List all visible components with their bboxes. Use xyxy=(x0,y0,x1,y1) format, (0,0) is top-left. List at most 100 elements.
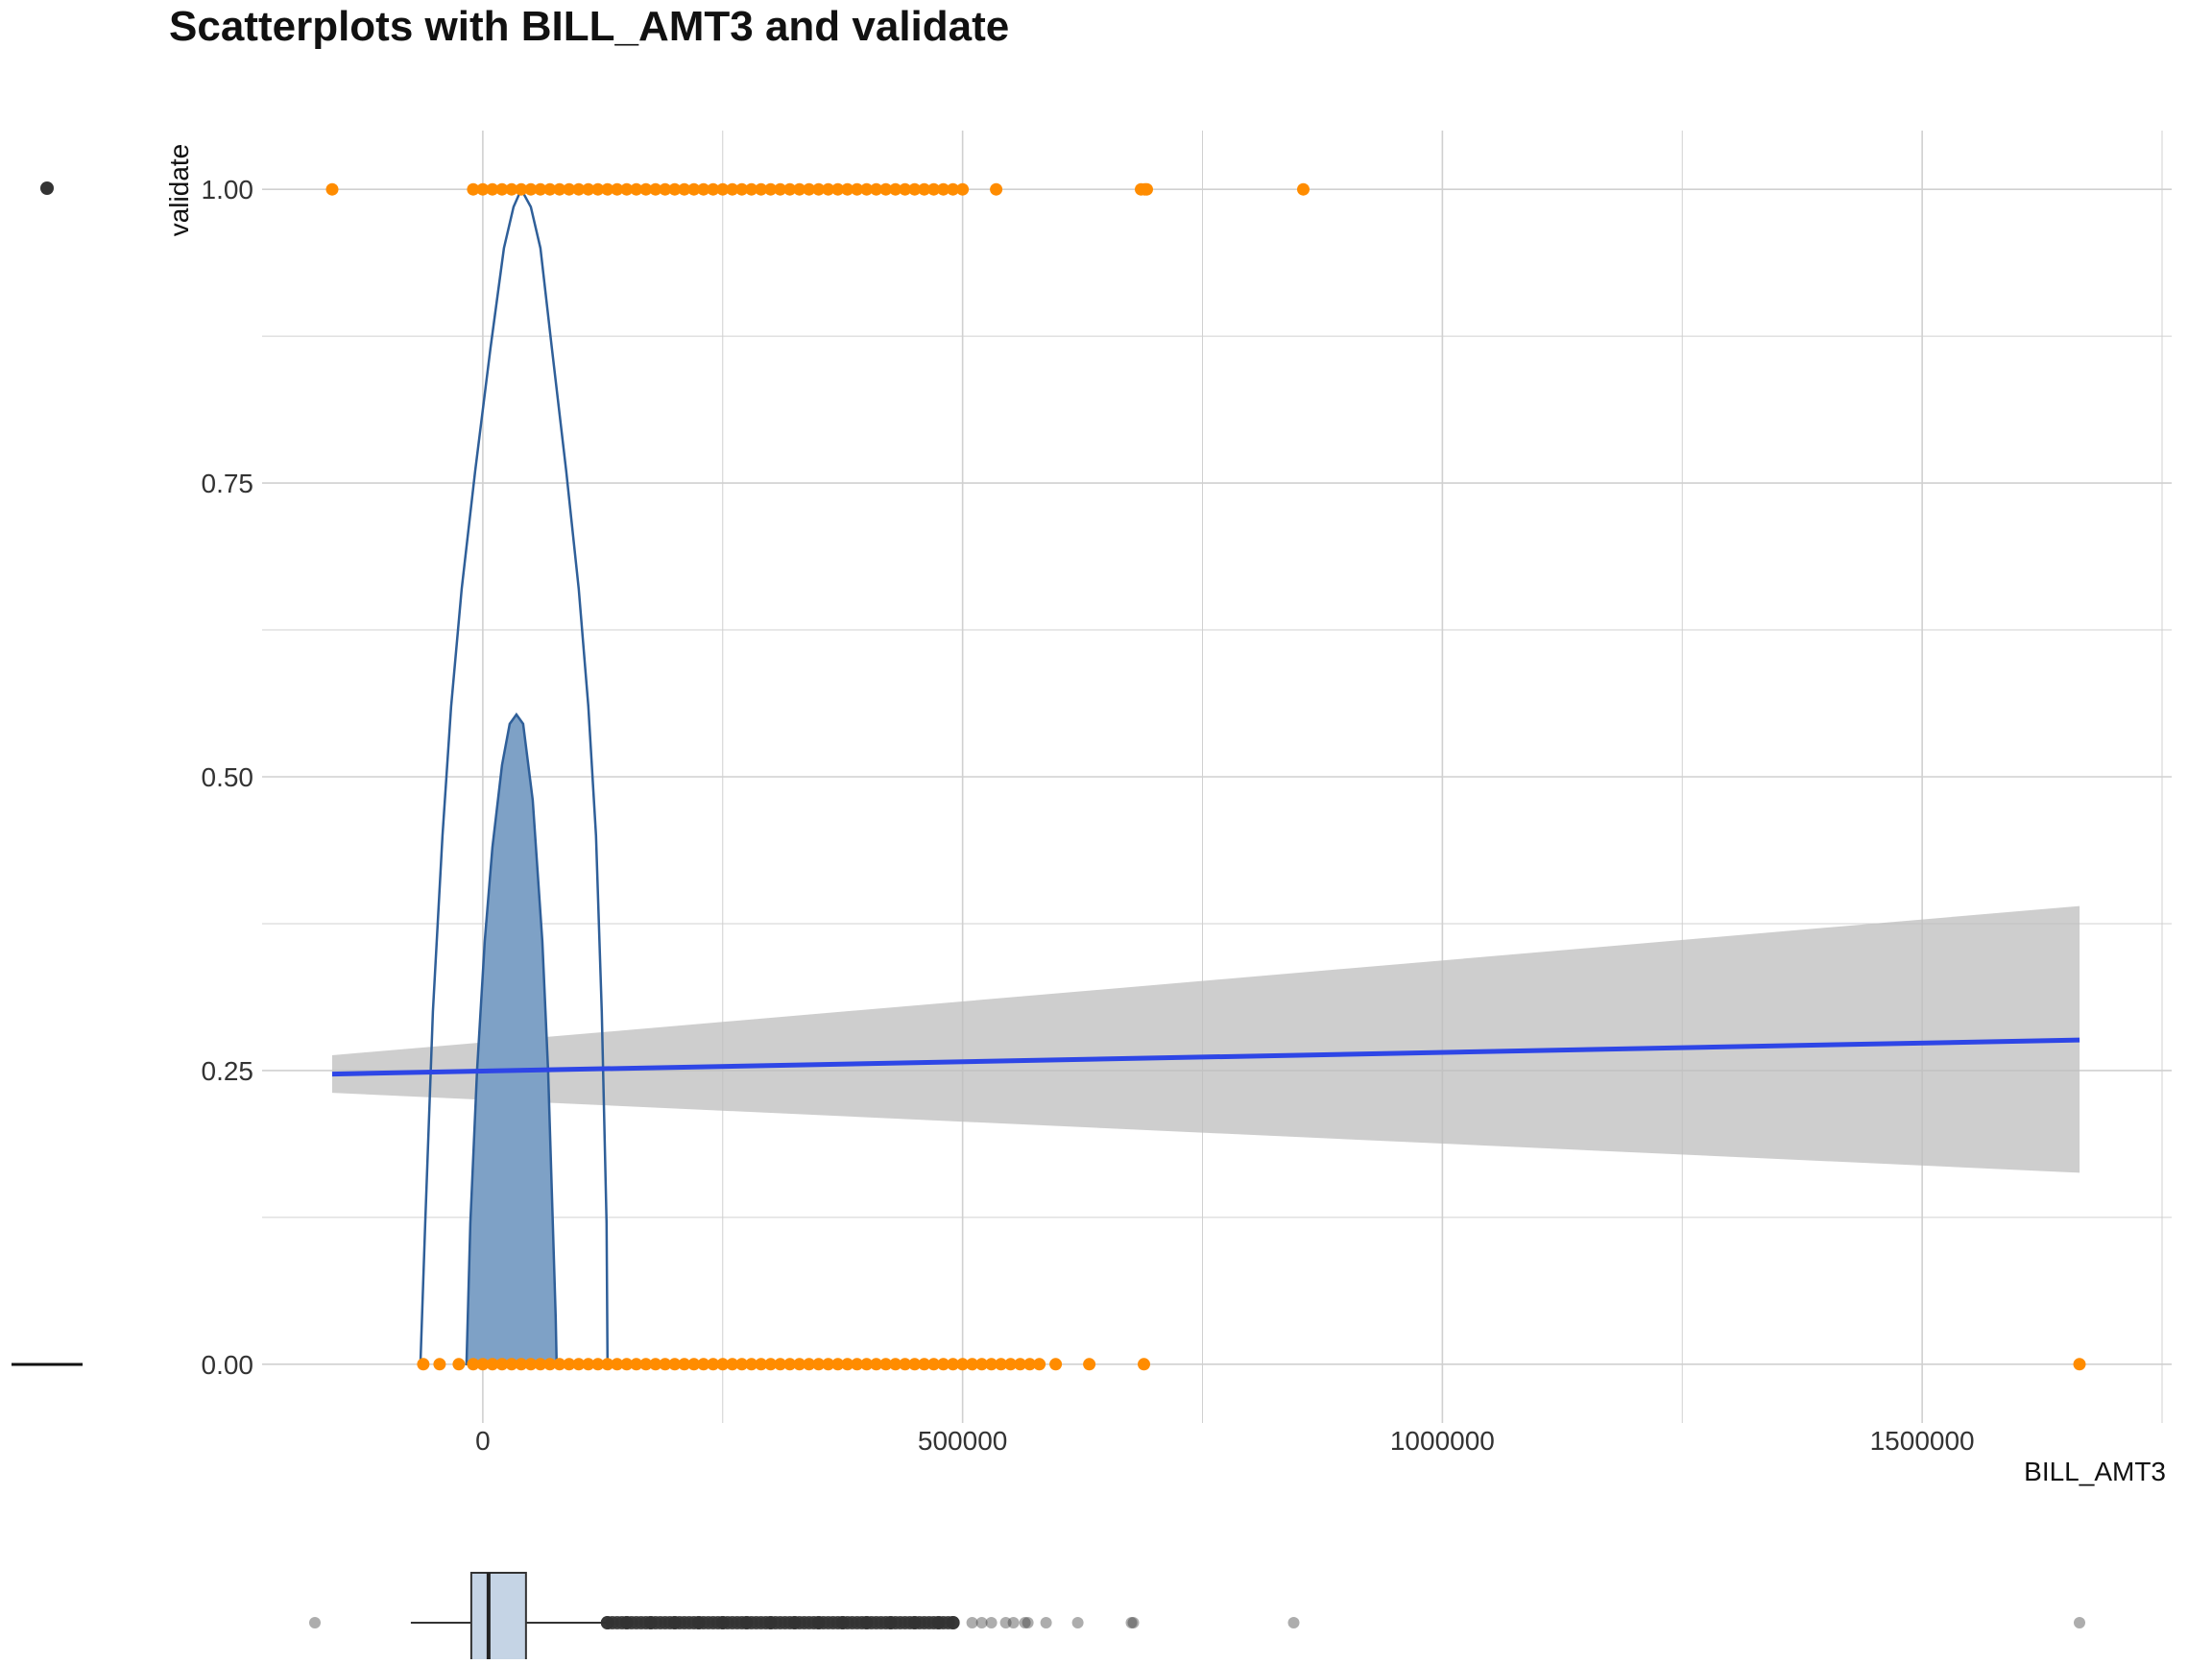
data-point xyxy=(860,1358,874,1371)
data-point xyxy=(639,1358,653,1371)
boxplot-outlier xyxy=(1019,1617,1031,1628)
data-point xyxy=(687,1358,701,1371)
data-point xyxy=(678,182,691,196)
data-point xyxy=(908,1358,922,1371)
x-axis-label: BILL_AMT3 xyxy=(2024,1457,2166,1486)
data-point xyxy=(783,1358,797,1371)
data-point xyxy=(726,182,739,196)
data-point xyxy=(860,182,874,196)
data-point xyxy=(889,1358,902,1371)
data-point xyxy=(707,182,720,196)
data-point xyxy=(803,182,816,196)
data-point xyxy=(659,182,672,196)
data-point xyxy=(947,1358,960,1371)
data-point xyxy=(793,182,806,196)
data-point xyxy=(543,182,557,196)
data-point xyxy=(668,182,682,196)
data-point xyxy=(870,182,883,196)
legend-glyphs xyxy=(12,181,83,1366)
y-axis-label: validate xyxy=(164,144,194,237)
y-tick-label: 0.25 xyxy=(202,1056,254,1086)
data-point xyxy=(495,182,509,196)
data-point xyxy=(620,1358,634,1371)
boxplot-outlier xyxy=(1287,1617,1300,1628)
data-point xyxy=(1141,182,1153,196)
data-point xyxy=(966,1358,979,1371)
boxplot-outlier xyxy=(1040,1617,1052,1628)
data-point xyxy=(1014,1358,1027,1371)
data-point xyxy=(975,1358,989,1371)
data-point xyxy=(476,182,490,196)
data-point xyxy=(417,1358,430,1371)
data-point xyxy=(707,1358,720,1371)
data-point xyxy=(630,1358,643,1371)
data-point xyxy=(601,1358,614,1371)
data-point xyxy=(534,182,547,196)
boxplot-outlier xyxy=(1125,1617,1138,1628)
boxplot-outlier xyxy=(1127,1617,1140,1628)
data-point xyxy=(985,1358,998,1371)
contour-inner xyxy=(465,711,559,1366)
data-point xyxy=(793,1358,806,1371)
data-point xyxy=(735,1358,749,1371)
data-point xyxy=(678,1358,691,1371)
data-point xyxy=(918,1358,931,1371)
data-point xyxy=(745,182,758,196)
data-point xyxy=(486,182,499,196)
data-point xyxy=(325,182,339,196)
data-point xyxy=(1004,1358,1018,1371)
data-point xyxy=(467,1358,480,1371)
data-point xyxy=(515,1358,528,1371)
data-point xyxy=(668,1358,682,1371)
boxplot-outlier xyxy=(975,1617,988,1628)
x-tick-label: 500000 xyxy=(918,1426,1007,1456)
regression-line xyxy=(331,1037,2080,1077)
data-point xyxy=(591,1358,605,1371)
data-point xyxy=(851,1358,864,1371)
data-point xyxy=(433,1358,446,1371)
x-tick-label: 0 xyxy=(475,1426,491,1456)
boxplot-outlier xyxy=(1071,1617,1084,1628)
data-point xyxy=(812,182,826,196)
data-point xyxy=(1297,182,1310,196)
data-point xyxy=(572,182,586,196)
data-point xyxy=(505,182,518,196)
data-point xyxy=(601,182,614,196)
x-tick-label: 1500000 xyxy=(1870,1426,1975,1456)
data-point xyxy=(990,182,1003,196)
data-point xyxy=(812,1358,826,1371)
y-tick-label: 0.50 xyxy=(202,762,254,792)
data-point xyxy=(582,182,595,196)
data-point xyxy=(452,1358,466,1371)
data-point xyxy=(841,182,854,196)
data-point xyxy=(611,182,624,196)
x-ticks: 0 500000 1000000 1500000 xyxy=(475,1426,1975,1456)
data-point xyxy=(524,182,538,196)
data-point xyxy=(563,1358,576,1371)
data-point xyxy=(745,1358,758,1371)
data-point xyxy=(803,1358,816,1371)
y-tick-label: 1.00 xyxy=(202,175,254,205)
data-point xyxy=(611,1358,624,1371)
data-point xyxy=(831,182,845,196)
data-point xyxy=(505,1358,518,1371)
regression-line-group xyxy=(331,1037,2080,1077)
data-point xyxy=(697,1358,710,1371)
boxplot-outlier xyxy=(946,1616,960,1629)
data-point xyxy=(553,182,566,196)
data-point xyxy=(1049,1358,1063,1371)
data-point xyxy=(937,1358,950,1371)
data-point xyxy=(639,182,653,196)
data-point xyxy=(822,182,835,196)
data-point xyxy=(841,1358,854,1371)
data-point xyxy=(755,1358,768,1371)
boxplot-outlier xyxy=(309,1617,321,1628)
data-point xyxy=(879,182,893,196)
data-point xyxy=(889,182,902,196)
confidence-band-area xyxy=(331,905,2080,1173)
y-tick-label: 0.75 xyxy=(202,469,254,498)
data-point xyxy=(947,182,960,196)
data-point xyxy=(927,182,941,196)
